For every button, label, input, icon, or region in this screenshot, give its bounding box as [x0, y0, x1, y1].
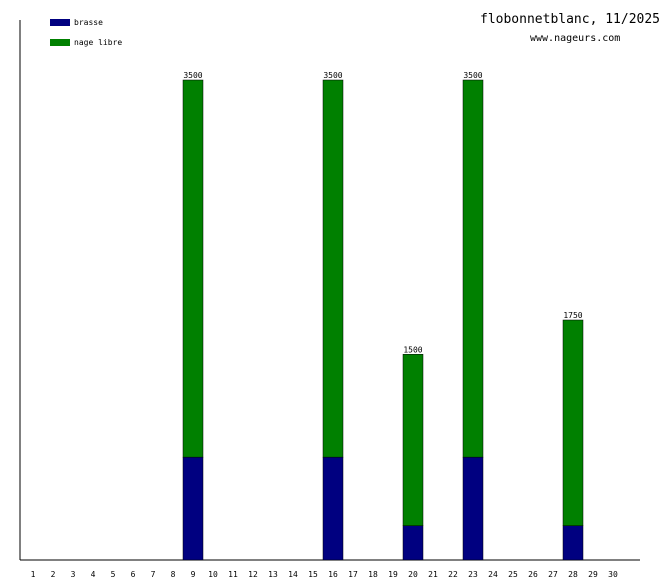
x-tick-label-10: 10 — [208, 570, 218, 579]
x-tick-label-4: 4 — [91, 570, 96, 579]
x-tick-label-18: 18 — [368, 570, 378, 579]
x-tick-label-14: 14 — [288, 570, 298, 579]
bar-nage-libre-day-20 — [402, 354, 424, 526]
x-tick-label-9: 9 — [191, 570, 196, 579]
x-tick-label-1: 1 — [31, 570, 36, 579]
x-tick-label-5: 5 — [111, 570, 116, 579]
x-tick-label-19: 19 — [388, 570, 398, 579]
bar-nage-libre-day-28 — [562, 319, 584, 526]
bar-brasse-day-16 — [322, 456, 344, 561]
legend-label-nage-libre: nage libre — [74, 38, 122, 47]
bar-brasse-day-23 — [462, 456, 484, 561]
bar-brasse-day-20 — [402, 525, 424, 561]
x-tick-label-17: 17 — [348, 570, 358, 579]
x-tick-label-7: 7 — [151, 570, 156, 579]
bar-nage-libre-day-9 — [182, 79, 204, 458]
x-tick-label-26: 26 — [528, 570, 538, 579]
x-tick-label-27: 27 — [548, 570, 558, 579]
x-tick-label-20: 20 — [408, 570, 418, 579]
bar-nage-libre-day-23 — [462, 79, 484, 458]
bar-brasse-day-9 — [182, 456, 204, 561]
bar-total-label-day-20: 1500 — [403, 345, 422, 354]
bar-nage-libre-day-16 — [322, 79, 344, 458]
x-tick-label-23: 23 — [468, 570, 478, 579]
x-tick-label-15: 15 — [308, 570, 318, 579]
bar-brasse-day-28 — [562, 525, 584, 561]
x-tick-label-28: 28 — [568, 570, 578, 579]
x-tick-label-22: 22 — [448, 570, 458, 579]
x-tick-label-6: 6 — [131, 570, 136, 579]
bar-total-label-day-9: 3500 — [183, 71, 202, 80]
bar-total-label-day-16: 3500 — [323, 71, 342, 80]
chart-title: flobonnetblanc, 11/2025 — [480, 12, 660, 27]
x-tick-label-24: 24 — [488, 570, 498, 579]
legend-swatch-brasse — [50, 19, 70, 26]
x-tick-label-13: 13 — [268, 570, 278, 579]
x-tick-label-30: 30 — [608, 570, 618, 579]
bar-total-label-day-23: 3500 — [463, 71, 482, 80]
x-tick-labels: 1 2 3 4 5 6 7 8 9 10 11 12 13 14 15 16 17 18 19 20 21 22 23 24 2… — [31, 570, 618, 579]
legend-label-brasse: brasse — [74, 18, 103, 27]
x-tick-label-16: 16 — [328, 570, 338, 579]
x-tick-label-25: 25 — [508, 570, 518, 579]
bars: 3500 3500 1500 3500 1750 — [182, 71, 584, 561]
bar-total-label-day-28: 1750 — [563, 311, 582, 320]
chart-subtitle: www.nageurs.com — [530, 33, 620, 44]
x-tick-label-3: 3 — [71, 570, 76, 579]
x-tick-label-29: 29 — [588, 570, 598, 579]
x-tick-label-8: 8 — [171, 570, 176, 579]
x-tick-label-11: 11 — [228, 570, 238, 579]
legend: brasse nage libre — [50, 18, 122, 47]
x-tick-label-12: 12 — [248, 570, 258, 579]
x-tick-label-2: 2 — [51, 570, 56, 579]
legend-swatch-nage-libre — [50, 39, 70, 46]
x-tick-label-21: 21 — [428, 570, 438, 579]
